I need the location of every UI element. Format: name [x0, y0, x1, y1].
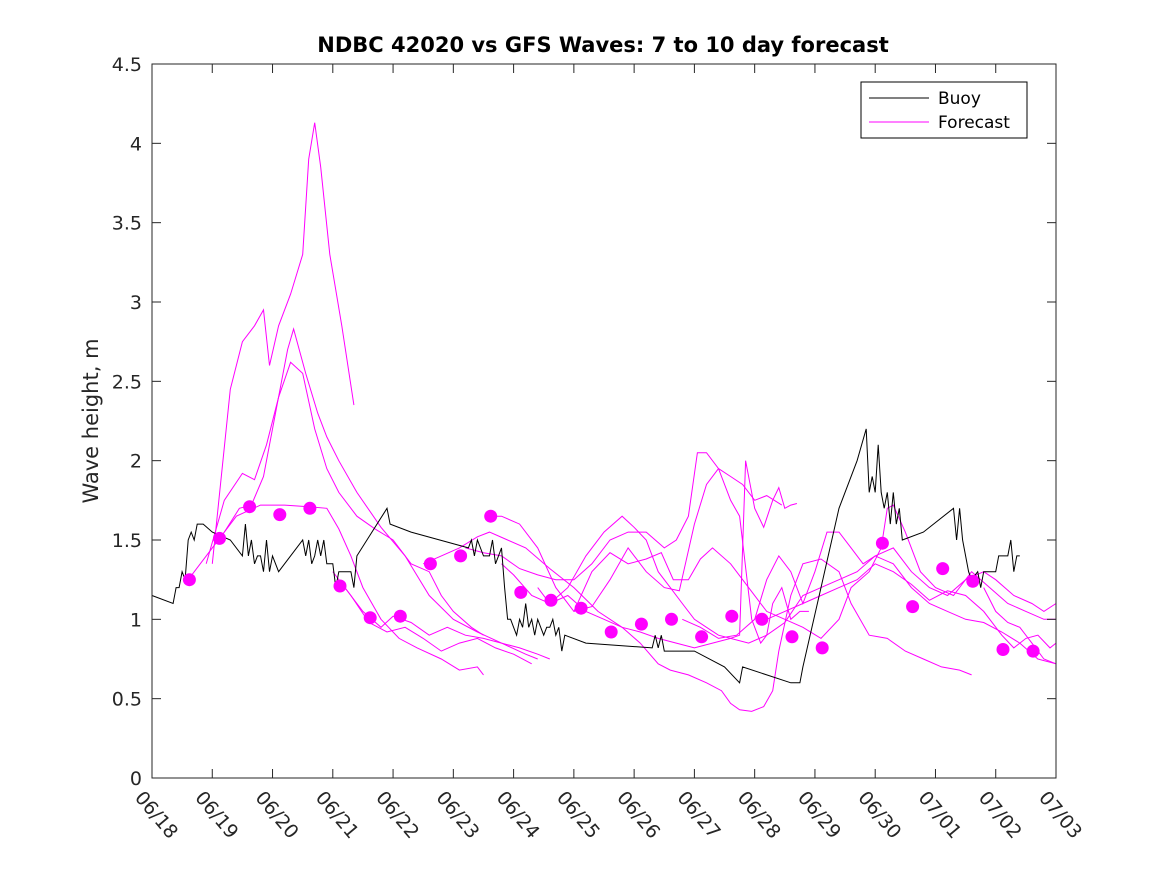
y-tick-label: 1: [130, 609, 142, 631]
forecast-marker-11: [484, 509, 498, 523]
forecast-line-12: [573, 504, 1056, 640]
y-axis: 0 0.5 1 1.5 2 2.5 3 3.5 4 4.5: [112, 54, 1056, 790]
y-axis-label: Wave height, m: [79, 338, 103, 503]
forecast-marker-17: [665, 612, 678, 626]
y-tick-label: 1.5: [112, 530, 142, 552]
forecast-marker-12: [514, 585, 528, 599]
forecast-marker-21: [785, 630, 799, 644]
forecast-marker-5: [303, 501, 317, 515]
y-tick-label: 0.5: [112, 689, 142, 711]
chart-title: NDBC 42020 vs GFS Waves: 7 to 10 day for…: [317, 33, 888, 57]
forecast-marker-24: [906, 600, 920, 614]
forecast-marker-2: [213, 531, 226, 545]
y-tick-label: 3.5: [112, 213, 142, 235]
forecast-line-15: [983, 587, 1057, 665]
forecast-line-13: [682, 531, 1057, 639]
forecast-marker-13: [544, 593, 558, 607]
forecast-marker-26: [966, 574, 980, 588]
forecast-line-7: [422, 531, 972, 712]
y-tick-label: 0: [130, 768, 142, 790]
forecast-line-10: [465, 452, 809, 645]
forecast-line-9: [489, 467, 783, 612]
forecast-line-6: [338, 579, 550, 660]
legend-buoy-label: Buoy: [938, 89, 981, 109]
forecast-marker-8: [393, 609, 407, 623]
forecast-marker-25: [936, 562, 950, 576]
forecast-marker-19: [725, 609, 739, 623]
legend-forecast-label: Forecast: [938, 113, 1010, 133]
legend: Buoy Forecast: [860, 81, 1028, 139]
forecast-marker-10: [454, 549, 468, 563]
forecast-marker-18: [695, 630, 709, 644]
forecast-marker-23: [875, 536, 889, 550]
forecast-marker-7: [363, 611, 377, 625]
buoy-line: [151, 428, 1020, 684]
forecast-line-8: [501, 555, 1057, 665]
y-tick-label: 4: [130, 133, 142, 155]
forecast-marker-9: [423, 557, 437, 571]
forecast-marker-4: [273, 508, 287, 522]
forecast-marker-14: [574, 601, 588, 615]
forecast-marker-6: [333, 579, 347, 593]
forecast-marker-15: [604, 625, 618, 639]
y-tick-label: 4.5: [112, 54, 142, 76]
y-tick-label: 2.5: [112, 371, 142, 393]
forecast-marker-3: [243, 500, 257, 514]
forecast-marker-28: [1026, 644, 1040, 658]
plot-area-frame: [151, 63, 1057, 779]
forecast-line-11: [537, 460, 798, 639]
forecast-line-1: [211, 122, 355, 564]
forecast-marker-27: [996, 643, 1010, 656]
forecast-marker-22: [815, 641, 829, 655]
forecast-marker-16: [634, 617, 648, 631]
forecast-marker-layer: [182, 500, 1040, 658]
y-tick-label: 3: [130, 292, 142, 314]
forecast-line-14: [766, 563, 1057, 649]
forecast-marker-1: [182, 573, 196, 587]
forecast-line-3: [223, 327, 538, 660]
series-layer: [151, 122, 1057, 712]
y-tick-label: 2: [130, 451, 142, 473]
legend-box: [860, 81, 1028, 139]
forecast-line-2: [205, 361, 484, 636]
forecast-marker-20: [755, 612, 769, 626]
